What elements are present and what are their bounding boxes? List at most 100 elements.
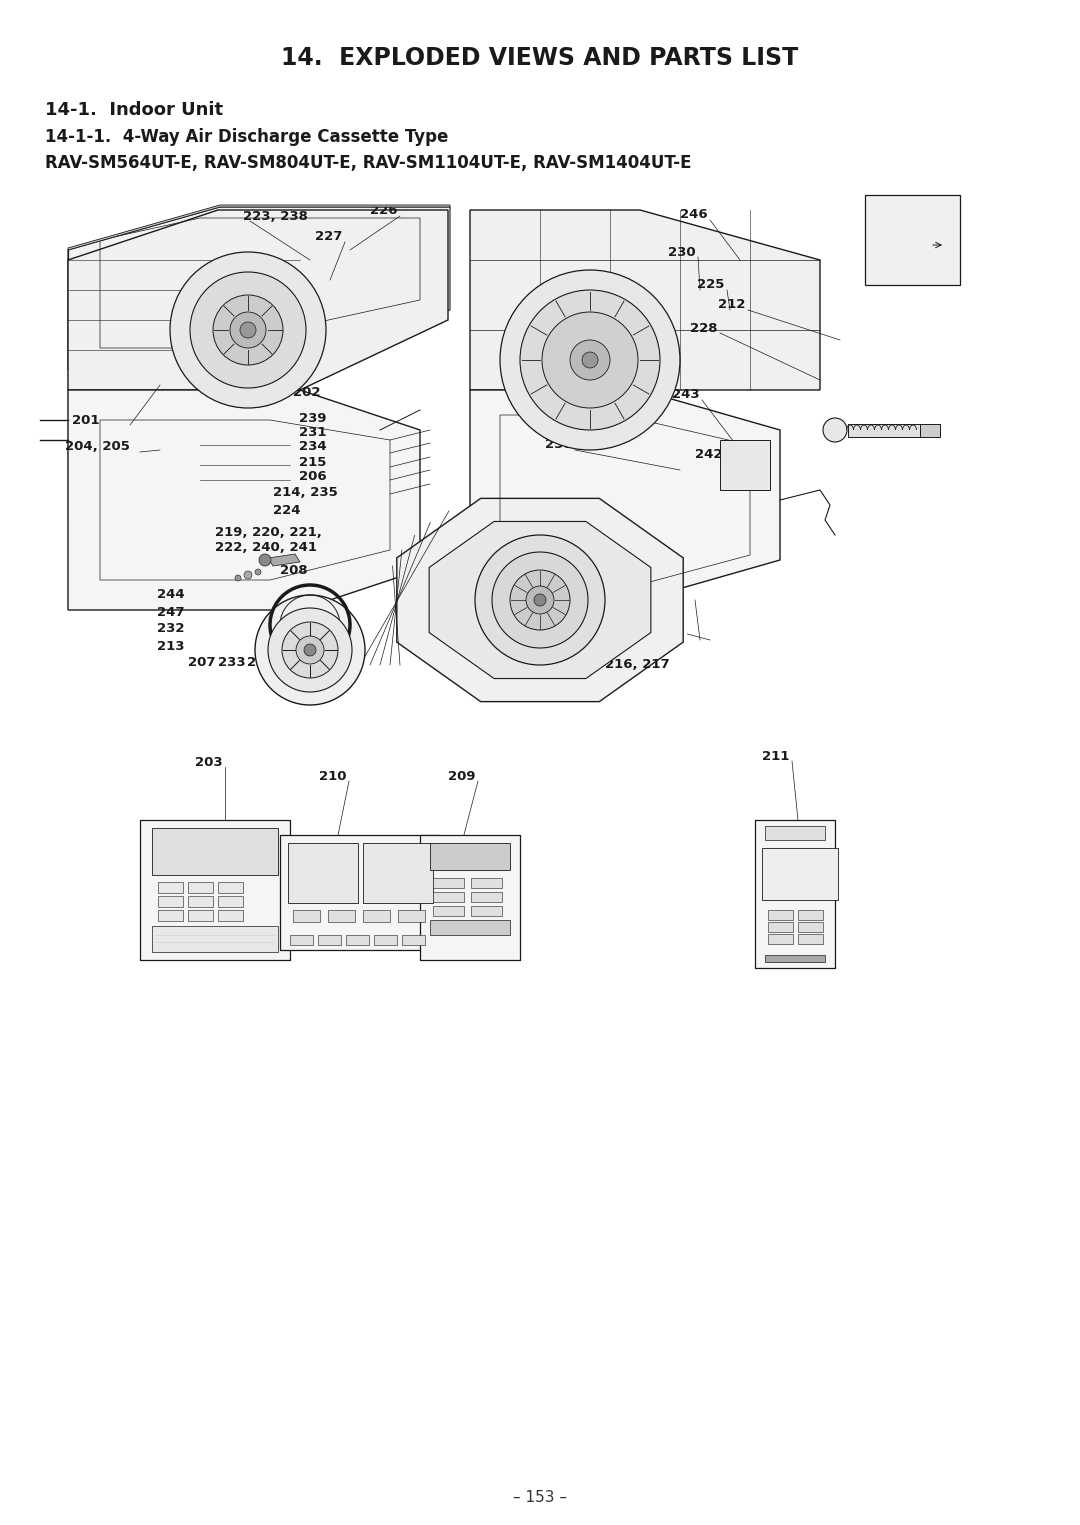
Polygon shape <box>402 935 426 945</box>
Text: 202: 202 <box>293 386 321 400</box>
Polygon shape <box>471 892 502 901</box>
Text: 245: 245 <box>247 656 274 669</box>
Text: 212: 212 <box>718 299 745 311</box>
Circle shape <box>823 418 847 442</box>
Circle shape <box>190 271 306 387</box>
Polygon shape <box>218 881 243 894</box>
Polygon shape <box>152 926 278 952</box>
Polygon shape <box>798 923 823 932</box>
Circle shape <box>475 535 605 665</box>
Polygon shape <box>471 906 502 917</box>
Text: 218: 218 <box>305 656 333 669</box>
Text: 226: 226 <box>370 204 397 218</box>
Polygon shape <box>433 906 464 917</box>
Circle shape <box>542 313 638 409</box>
Polygon shape <box>433 878 464 888</box>
Polygon shape <box>470 390 780 599</box>
Text: 229: 229 <box>237 395 265 407</box>
Polygon shape <box>158 897 183 907</box>
Circle shape <box>570 340 610 380</box>
Circle shape <box>213 294 283 364</box>
Polygon shape <box>68 207 450 371</box>
Text: 228: 228 <box>690 322 717 334</box>
Circle shape <box>296 636 324 663</box>
Polygon shape <box>420 836 519 961</box>
Polygon shape <box>720 441 770 490</box>
Text: 204, 205: 204, 205 <box>65 441 130 453</box>
Circle shape <box>240 322 256 339</box>
Polygon shape <box>218 897 243 907</box>
Text: 233: 233 <box>218 656 245 669</box>
Polygon shape <box>430 843 510 869</box>
Circle shape <box>244 570 252 580</box>
Polygon shape <box>920 424 940 438</box>
Text: 203: 203 <box>195 755 222 769</box>
Polygon shape <box>288 843 357 903</box>
Text: 230: 230 <box>669 246 696 259</box>
Text: 227: 227 <box>315 230 342 244</box>
Polygon shape <box>433 892 464 901</box>
Text: 242: 242 <box>696 448 723 462</box>
Polygon shape <box>798 933 823 944</box>
Text: 14-1-1.  4-Way Air Discharge Cassette Type: 14-1-1. 4-Way Air Discharge Cassette Typ… <box>45 128 448 146</box>
Circle shape <box>259 554 271 566</box>
Text: 14.  EXPLODED VIEWS AND PARTS LIST: 14. EXPLODED VIEWS AND PARTS LIST <box>282 46 798 70</box>
Text: 211: 211 <box>762 749 789 762</box>
Text: – 153 –: – 153 – <box>513 1490 567 1505</box>
Polygon shape <box>188 881 213 894</box>
Text: 208: 208 <box>280 564 308 576</box>
Polygon shape <box>762 848 838 900</box>
Text: 236: 236 <box>276 656 303 669</box>
Circle shape <box>582 352 598 368</box>
Polygon shape <box>68 390 420 610</box>
Polygon shape <box>429 522 651 679</box>
Text: 219, 220, 221,
222, 240, 241: 219, 220, 221, 222, 240, 241 <box>215 526 322 554</box>
Text: 206: 206 <box>299 471 326 483</box>
Text: 216, 217: 216, 217 <box>605 659 670 671</box>
Polygon shape <box>396 499 684 702</box>
Polygon shape <box>68 210 448 390</box>
Circle shape <box>282 622 338 679</box>
Polygon shape <box>68 204 450 250</box>
Polygon shape <box>798 910 823 920</box>
Polygon shape <box>765 955 825 962</box>
Polygon shape <box>280 836 440 950</box>
Polygon shape <box>865 195 960 285</box>
Text: 201: 201 <box>72 413 99 427</box>
Polygon shape <box>293 910 320 923</box>
Text: 224: 224 <box>273 503 300 517</box>
Circle shape <box>510 570 570 630</box>
Text: 223, 238: 223, 238 <box>243 209 308 223</box>
Circle shape <box>255 595 365 705</box>
Text: 237: 237 <box>545 439 572 451</box>
Polygon shape <box>471 878 502 888</box>
Text: RAV-SM564UT-E, RAV-SM804UT-E, RAV-SM1104UT-E, RAV-SM1404UT-E: RAV-SM564UT-E, RAV-SM804UT-E, RAV-SM1104… <box>45 154 691 172</box>
Polygon shape <box>346 935 369 945</box>
Circle shape <box>526 586 554 615</box>
Polygon shape <box>374 935 397 945</box>
Circle shape <box>534 595 546 605</box>
Polygon shape <box>363 843 433 903</box>
Polygon shape <box>848 424 920 438</box>
Polygon shape <box>765 827 825 840</box>
Circle shape <box>255 569 261 575</box>
Circle shape <box>268 608 352 692</box>
Polygon shape <box>768 933 793 944</box>
Circle shape <box>235 575 241 581</box>
Text: 207: 207 <box>188 656 216 669</box>
Polygon shape <box>152 828 278 875</box>
Polygon shape <box>188 897 213 907</box>
Text: READY  TIMER: READY TIMER <box>341 930 379 935</box>
Polygon shape <box>291 935 313 945</box>
Polygon shape <box>399 910 426 923</box>
Circle shape <box>492 552 588 648</box>
Circle shape <box>519 290 660 430</box>
Polygon shape <box>755 820 835 968</box>
Text: 239: 239 <box>299 412 326 424</box>
Text: 213: 213 <box>157 640 185 654</box>
Text: 232: 232 <box>157 622 185 636</box>
Text: 247: 247 <box>157 605 185 619</box>
Text: 210: 210 <box>319 770 347 782</box>
Polygon shape <box>218 910 243 921</box>
Text: 244: 244 <box>157 589 185 601</box>
